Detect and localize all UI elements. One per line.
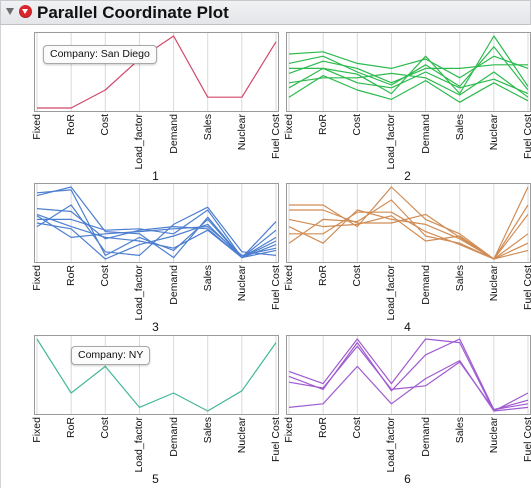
cluster-number-label: 4 <box>404 320 411 334</box>
axis-label: Load_factor <box>133 265 146 321</box>
axis-label: Demand <box>167 265 180 305</box>
axis-label: Sales <box>453 417 466 444</box>
series-line-1[interactable] <box>288 338 529 412</box>
axis-label: Fixed <box>283 417 295 443</box>
series-line-7[interactable] <box>288 74 529 103</box>
cluster-number-label: 2 <box>404 169 411 183</box>
axis-label: Cost <box>99 417 112 439</box>
axis-label: Sales <box>201 265 214 292</box>
axis-label: Sales <box>453 265 466 292</box>
axis-label: Fixed <box>283 265 295 291</box>
axis-label: Sales <box>201 417 214 444</box>
disclosure-triangle-icon[interactable] <box>6 8 14 15</box>
axis-label: Fuel Cost <box>522 265 531 310</box>
axis-label: Fuel Cost <box>522 114 531 159</box>
hover-label: Company: San Diego <box>43 45 157 64</box>
series-line-4[interactable] <box>288 51 529 79</box>
report-title: Parallel Coordinate Plot <box>37 3 229 22</box>
plot-area-5 <box>36 336 277 414</box>
series-line-2[interactable] <box>289 204 529 260</box>
chart-grid: Company: San Diego Company: NY Fixed RoR C… <box>0 25 531 488</box>
axis-label: Nuclear <box>487 417 500 454</box>
axis-label: Fuel Cost <box>270 265 282 310</box>
axis-label: Cost <box>99 265 112 287</box>
axis-label: Nuclear <box>235 417 248 454</box>
cluster-number-label: 6 <box>404 472 411 486</box>
series-line-2[interactable] <box>288 338 529 411</box>
series-line-2[interactable] <box>36 189 277 259</box>
axis-label: Cost <box>351 265 364 287</box>
axis-label: Demand <box>167 114 180 154</box>
axis-label: Load_factor <box>385 114 398 170</box>
axis-label: RoR <box>65 265 78 287</box>
axis-label: Load_factor <box>385 265 398 321</box>
axis-label: Fuel Cost <box>270 114 282 159</box>
series-line-1[interactable] <box>36 338 277 412</box>
axis-label: RoR <box>65 114 78 136</box>
cluster-plot-3 <box>34 183 279 263</box>
axis-label: Sales <box>201 114 214 141</box>
plot-area-3 <box>36 184 277 262</box>
plot-area-4 <box>288 184 529 262</box>
axis-label: RoR <box>65 417 78 439</box>
cluster-number-label: 1 <box>152 169 159 183</box>
cluster-plot-4 <box>286 183 531 263</box>
cluster-number-label: 5 <box>152 472 159 486</box>
axis-label: Nuclear <box>487 114 500 151</box>
cluster-plot-2 <box>286 32 531 112</box>
cluster-plot-5: Company: NY <box>34 335 279 415</box>
series-line-8[interactable] <box>36 213 277 259</box>
series-line-6[interactable] <box>288 67 529 95</box>
axis-label: Cost <box>351 114 364 136</box>
series-line-4[interactable] <box>288 345 529 411</box>
axis-label: Nuclear <box>235 265 248 302</box>
axis-label: Nuclear <box>487 265 500 302</box>
cluster-plot-6 <box>286 335 531 415</box>
series-line-2[interactable] <box>288 46 529 91</box>
axis-label: RoR <box>317 114 330 136</box>
axis-label: Fuel Cost <box>270 417 282 462</box>
axis-label: Demand <box>419 114 432 154</box>
plot-area-2 <box>288 33 529 111</box>
axis-label: Demand <box>419 417 432 457</box>
series-line-6[interactable] <box>288 215 529 260</box>
axis-label: Fuel Cost <box>522 417 531 462</box>
series-line-1[interactable] <box>289 186 529 260</box>
cluster-plot-1: Company: San Diego <box>34 32 279 112</box>
red-triangle-menu-icon[interactable] <box>19 5 32 18</box>
series-line-5[interactable] <box>288 199 529 260</box>
series-line-7[interactable] <box>36 222 277 260</box>
axis-label: Demand <box>167 417 180 457</box>
axis-label: Load_factor <box>133 114 146 170</box>
axis-label: Fixed <box>31 417 43 443</box>
axis-label: Cost <box>351 417 364 439</box>
series-line-1[interactable] <box>36 186 277 259</box>
axis-label: RoR <box>317 417 330 439</box>
axis-label: Fixed <box>283 114 295 140</box>
axis-label: Cost <box>99 114 112 136</box>
axis-label: Sales <box>453 114 466 141</box>
cluster-number-label: 3 <box>152 320 159 334</box>
hover-label: Company: NY <box>71 346 151 365</box>
series-line-5[interactable] <box>36 215 277 257</box>
outline-header: Parallel Coordinate Plot <box>0 0 531 25</box>
axis-label: Fixed <box>31 114 43 140</box>
axis-label: Fixed <box>31 265 43 291</box>
axis-label: Load_factor <box>385 417 398 473</box>
plot-area-6 <box>288 336 529 414</box>
axis-label: Load_factor <box>133 417 146 473</box>
axis-label: RoR <box>317 265 330 287</box>
axis-label: Demand <box>419 265 432 305</box>
axis-label: Nuclear <box>235 114 248 151</box>
series-line-4[interactable] <box>37 209 277 259</box>
